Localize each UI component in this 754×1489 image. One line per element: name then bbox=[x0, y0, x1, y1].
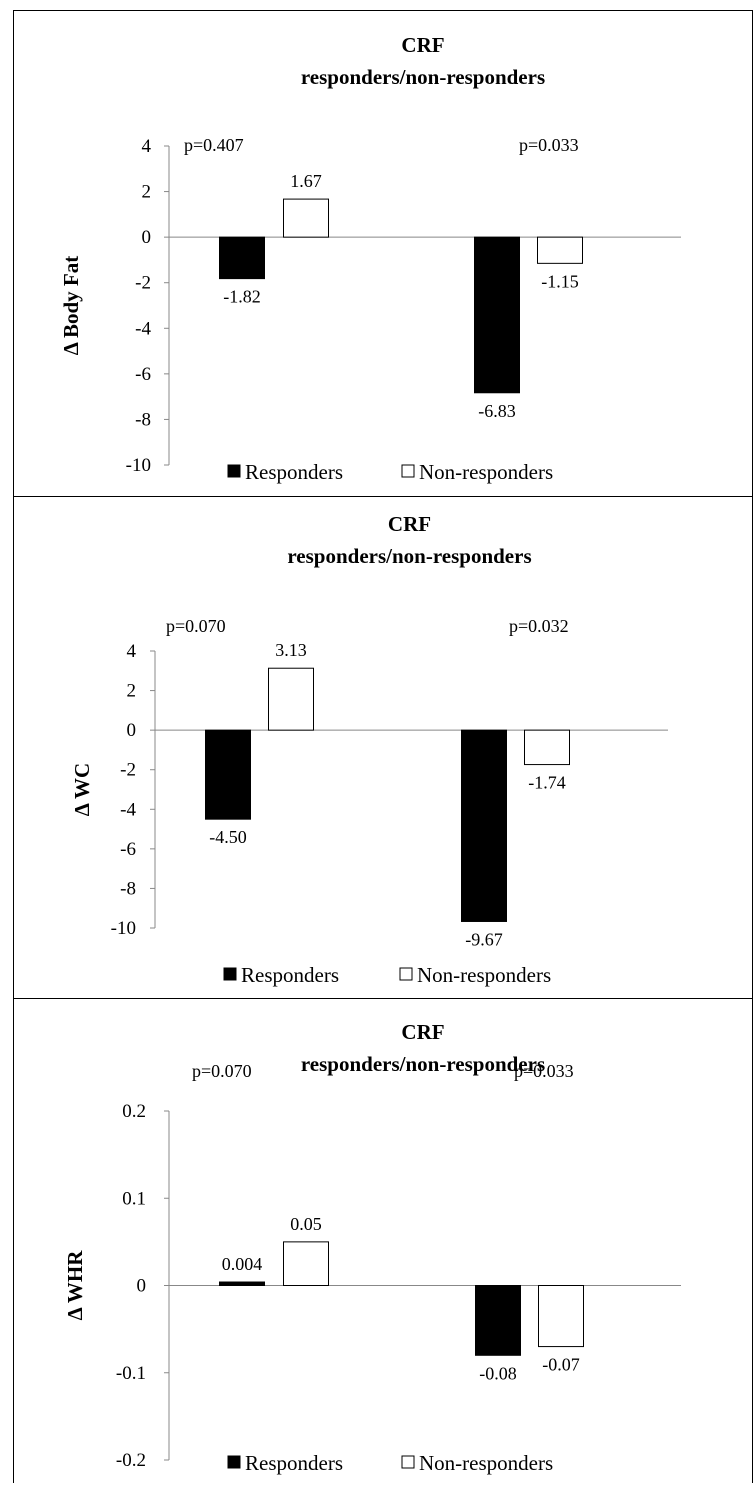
p-value-label: p=0.033 bbox=[519, 135, 579, 155]
legend-label-non-responders: Non-responders bbox=[419, 460, 553, 484]
chart-subtitle: responders/non-responders bbox=[287, 544, 531, 568]
y-tick-label: 2 bbox=[127, 681, 137, 702]
y-tick-label: 4 bbox=[127, 641, 137, 662]
bar-responders bbox=[461, 729, 507, 922]
legend-swatch-responders bbox=[227, 1455, 241, 1469]
y-tick-label: -0.2 bbox=[116, 1450, 146, 1471]
chart-panel-body-fat: CRF responders/non-responders Δ Body Fat 4 2… bbox=[13, 10, 753, 497]
y-tick-label: 0 bbox=[127, 720, 137, 741]
bar-responders bbox=[219, 1281, 265, 1287]
legend-label-responders: Responders bbox=[245, 460, 343, 484]
y-tick-label: -6 bbox=[120, 839, 136, 860]
y-tick-label: -4 bbox=[135, 318, 151, 339]
bar-non-responders bbox=[537, 236, 583, 264]
y-tick-label: -8 bbox=[120, 878, 136, 899]
legend-swatch-responders bbox=[223, 967, 237, 981]
bar-non-responders bbox=[283, 198, 329, 238]
y-tick-label: 2 bbox=[142, 182, 152, 203]
chart-subtitle: responders/non-responders bbox=[301, 1052, 545, 1076]
p-value-label: p=0.070 bbox=[166, 616, 226, 636]
y-tick-label: 0 bbox=[142, 227, 152, 248]
data-label: 1.67 bbox=[290, 171, 322, 191]
bar-responders bbox=[219, 236, 265, 280]
bar-non-responders bbox=[538, 1285, 584, 1348]
bar-non-responders bbox=[283, 1241, 329, 1286]
data-label: -0.08 bbox=[479, 1363, 517, 1383]
y-tick-label: 0.2 bbox=[122, 1101, 146, 1122]
chart-title: CRF bbox=[401, 1020, 444, 1044]
y-tick-label: -4 bbox=[120, 799, 136, 820]
data-label: -6.83 bbox=[478, 401, 516, 421]
bar-responders bbox=[474, 236, 520, 394]
data-label: 0.004 bbox=[222, 1254, 263, 1274]
bar-responders bbox=[475, 1285, 521, 1356]
chart-title: CRF bbox=[388, 512, 431, 536]
y-tick-label: -0.1 bbox=[116, 1363, 146, 1384]
y-tick-label: -10 bbox=[111, 918, 136, 939]
data-label: -1.15 bbox=[541, 271, 579, 291]
y-tick-label: -2 bbox=[135, 273, 151, 294]
legend-swatch-non-responders bbox=[399, 967, 413, 981]
bar-non-responders bbox=[524, 729, 570, 766]
bar-responders bbox=[205, 729, 251, 820]
y-tick-label: -2 bbox=[120, 760, 136, 781]
chart-title: CRF bbox=[401, 33, 444, 57]
data-label: -1.82 bbox=[223, 287, 261, 307]
y-tick-label: -8 bbox=[135, 409, 151, 430]
chart-panel-wc: CRF responders/non-responders Δ WC 4 2 0 -2 -4 -… bbox=[13, 496, 753, 999]
y-axis-label: Δ Body Fat bbox=[59, 256, 83, 356]
data-label: -9.67 bbox=[465, 929, 503, 949]
chart-panel-whr: CRF responders/non-responders Δ WHR 0.2 0.1 0… bbox=[13, 998, 753, 1483]
bar-non-responders bbox=[268, 667, 314, 731]
data-label: 3.13 bbox=[275, 640, 307, 660]
legend-swatch-non-responders bbox=[401, 1455, 415, 1469]
legend-label-non-responders: Non-responders bbox=[419, 1451, 553, 1475]
data-label: -0.07 bbox=[542, 1355, 580, 1375]
p-value-label: p=0.032 bbox=[509, 616, 569, 636]
data-label: -1.74 bbox=[528, 773, 566, 793]
data-label: -4.50 bbox=[209, 827, 247, 847]
legend-swatch-responders bbox=[227, 464, 241, 478]
y-tick-label: 0 bbox=[137, 1276, 147, 1297]
y-axis-label: Δ WHR bbox=[63, 1250, 87, 1321]
p-value-label: p=0.033 bbox=[514, 1061, 574, 1081]
chart-svg-whr: CRF responders/non-responders Δ WHR 0.2 0.1 0… bbox=[63, 1020, 681, 1475]
chart-subtitle: responders/non-responders bbox=[301, 65, 545, 89]
y-tick-label: -6 bbox=[135, 364, 151, 385]
y-tick-label: -10 bbox=[126, 455, 151, 476]
legend-swatch-non-responders bbox=[401, 464, 415, 478]
chart-svg-wc: CRF responders/non-responders Δ WC 4 2 0 -2 -4 -… bbox=[70, 512, 668, 987]
chart-svg-body-fat: CRF responders/non-responders Δ Body Fat 4 2… bbox=[59, 33, 681, 484]
legend-label-non-responders: Non-responders bbox=[417, 963, 551, 987]
data-label: 0.05 bbox=[290, 1214, 322, 1234]
p-value-label: p=0.070 bbox=[192, 1061, 252, 1081]
y-tick-label: 0.1 bbox=[122, 1188, 146, 1209]
y-tick-label: 4 bbox=[142, 136, 152, 157]
legend-label-responders: Responders bbox=[241, 963, 339, 987]
p-value-label: p=0.407 bbox=[184, 135, 244, 155]
legend-label-responders: Responders bbox=[245, 1451, 343, 1475]
y-axis-label: Δ WC bbox=[70, 763, 94, 816]
